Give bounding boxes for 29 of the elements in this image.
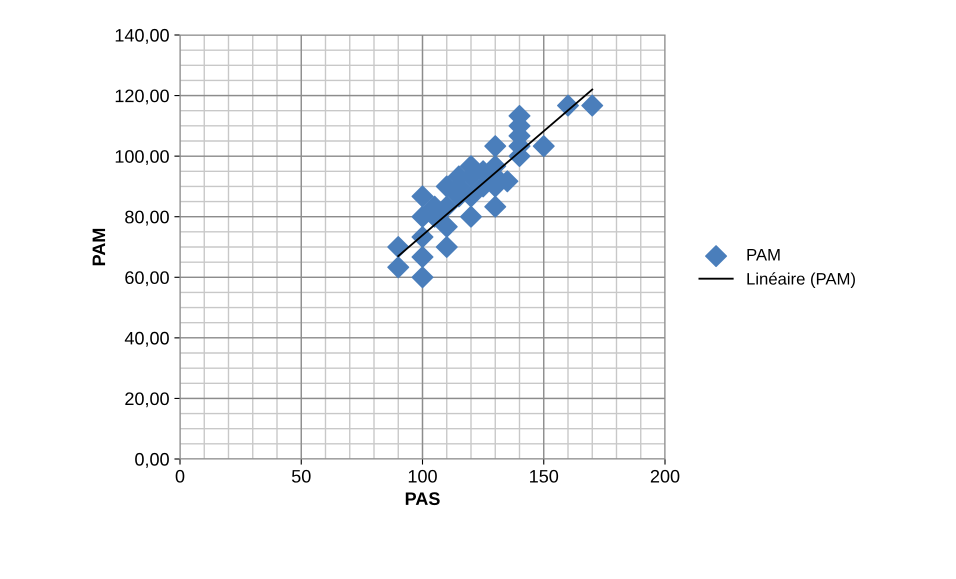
y-tick-label: 40,00 (124, 332, 169, 347)
y-tick-label: 80,00 (125, 210, 169, 226)
point (387, 236, 410, 258)
y-tick-label: 0,00 (135, 452, 169, 468)
point (460, 206, 482, 228)
x-tick-label: 150 (530, 470, 558, 483)
x-tick-label: 100 (408, 470, 437, 483)
point (412, 185, 434, 208)
point (484, 135, 506, 158)
point (484, 196, 506, 218)
point (387, 256, 410, 278)
legend-label: PAM (747, 249, 780, 260)
point (436, 216, 458, 238)
legend-label: Linéaire (PAM) (747, 272, 855, 288)
y-tick-label: 20,00 (125, 392, 169, 408)
point (532, 135, 555, 158)
y-axis-title: PAM (92, 228, 106, 266)
y-tick-label: 120,00 (116, 90, 169, 104)
x-tick-label: 200 (650, 470, 680, 483)
y-tick-label: 140,00 (116, 28, 169, 44)
x-axis-title: PAS (406, 492, 440, 506)
point (412, 266, 434, 288)
x-tick-label: 50 (292, 470, 311, 483)
point (412, 246, 434, 268)
point (581, 94, 604, 117)
point (436, 236, 458, 258)
x-tick-label: 0 (176, 470, 184, 483)
y-tick-label: 60,00 (125, 271, 169, 286)
y-tick-label: 100,00 (116, 150, 169, 165)
